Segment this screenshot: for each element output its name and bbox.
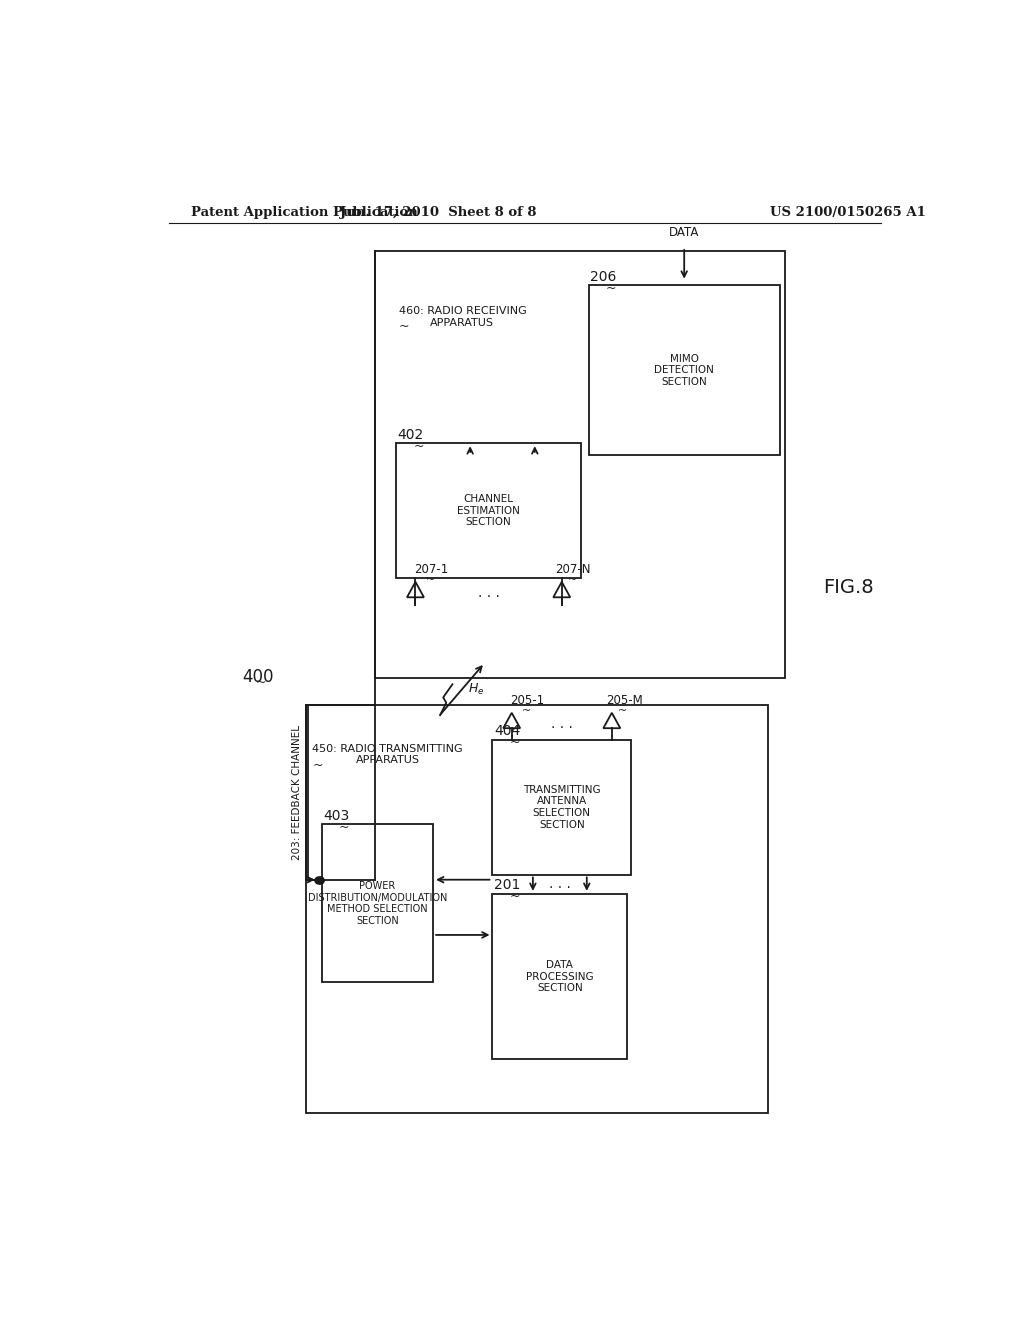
Bar: [493, 739, 631, 875]
Text: DATA
PROCESSING
SECTION: DATA PROCESSING SECTION: [526, 960, 594, 993]
Text: 203: FEEDBACK CHANNEL: 203: FEEDBACK CHANNEL: [292, 725, 302, 859]
Text: Jun. 17, 2010  Sheet 8 of 8: Jun. 17, 2010 Sheet 8 of 8: [340, 206, 537, 219]
Text: Patent Application Publication: Patent Application Publication: [190, 206, 418, 219]
Text: 207-1: 207-1: [414, 562, 449, 576]
Text: 206: 206: [590, 269, 616, 284]
Text: 402: 402: [397, 428, 424, 442]
Text: POWER
DISTRIBUTION/MODULATION
METHOD SELECTION
SECTION: POWER DISTRIBUTION/MODULATION METHOD SEL…: [307, 880, 447, 925]
Text: FIG.8: FIG.8: [823, 578, 874, 597]
Text: 404: 404: [494, 725, 520, 738]
Text: DATA: DATA: [669, 226, 699, 239]
Text: 450: RADIO TRANSMITTING
APPARATUS: 450: RADIO TRANSMITTING APPARATUS: [312, 743, 463, 766]
Text: ~: ~: [413, 440, 424, 453]
Bar: [322, 825, 433, 982]
Bar: [306, 705, 768, 1113]
Text: 205-M: 205-M: [605, 693, 642, 706]
Text: $H_e$: $H_e$: [468, 682, 484, 697]
Bar: [589, 285, 779, 455]
Text: ~: ~: [509, 737, 520, 750]
Text: 205-1: 205-1: [510, 693, 545, 706]
Text: US 2100/0150265 A1: US 2100/0150265 A1: [770, 206, 926, 219]
Bar: [493, 894, 628, 1059]
Text: 207-N: 207-N: [556, 562, 591, 576]
Text: ~: ~: [568, 576, 578, 585]
Text: 403: 403: [323, 809, 349, 822]
Text: MIMO
DETECTION
SECTION: MIMO DETECTION SECTION: [654, 354, 714, 387]
Text: ~: ~: [605, 282, 616, 296]
Text: ~: ~: [255, 676, 266, 689]
Text: ~: ~: [339, 821, 349, 834]
Text: 201: 201: [494, 878, 520, 892]
Text: ~: ~: [398, 319, 409, 333]
Text: ~: ~: [425, 576, 435, 585]
Text: ~: ~: [312, 759, 323, 772]
Bar: [396, 444, 581, 578]
Text: . . .: . . .: [477, 586, 500, 601]
Bar: [376, 251, 785, 678]
Text: . . .: . . .: [551, 717, 572, 731]
Text: 400: 400: [243, 668, 273, 686]
Text: ~: ~: [521, 706, 531, 717]
Text: CHANNEL
ESTIMATION
SECTION: CHANNEL ESTIMATION SECTION: [457, 494, 520, 527]
Text: ~: ~: [509, 890, 520, 903]
Text: TRANSMITTING
ANTENNA
SELECTION
SECTION: TRANSMITTING ANTENNA SELECTION SECTION: [523, 784, 600, 829]
Text: ~: ~: [617, 706, 628, 717]
Text: . . .: . . .: [549, 876, 570, 891]
Text: 460: RADIO RECEIVING
APPARATUS: 460: RADIO RECEIVING APPARATUS: [398, 306, 526, 327]
